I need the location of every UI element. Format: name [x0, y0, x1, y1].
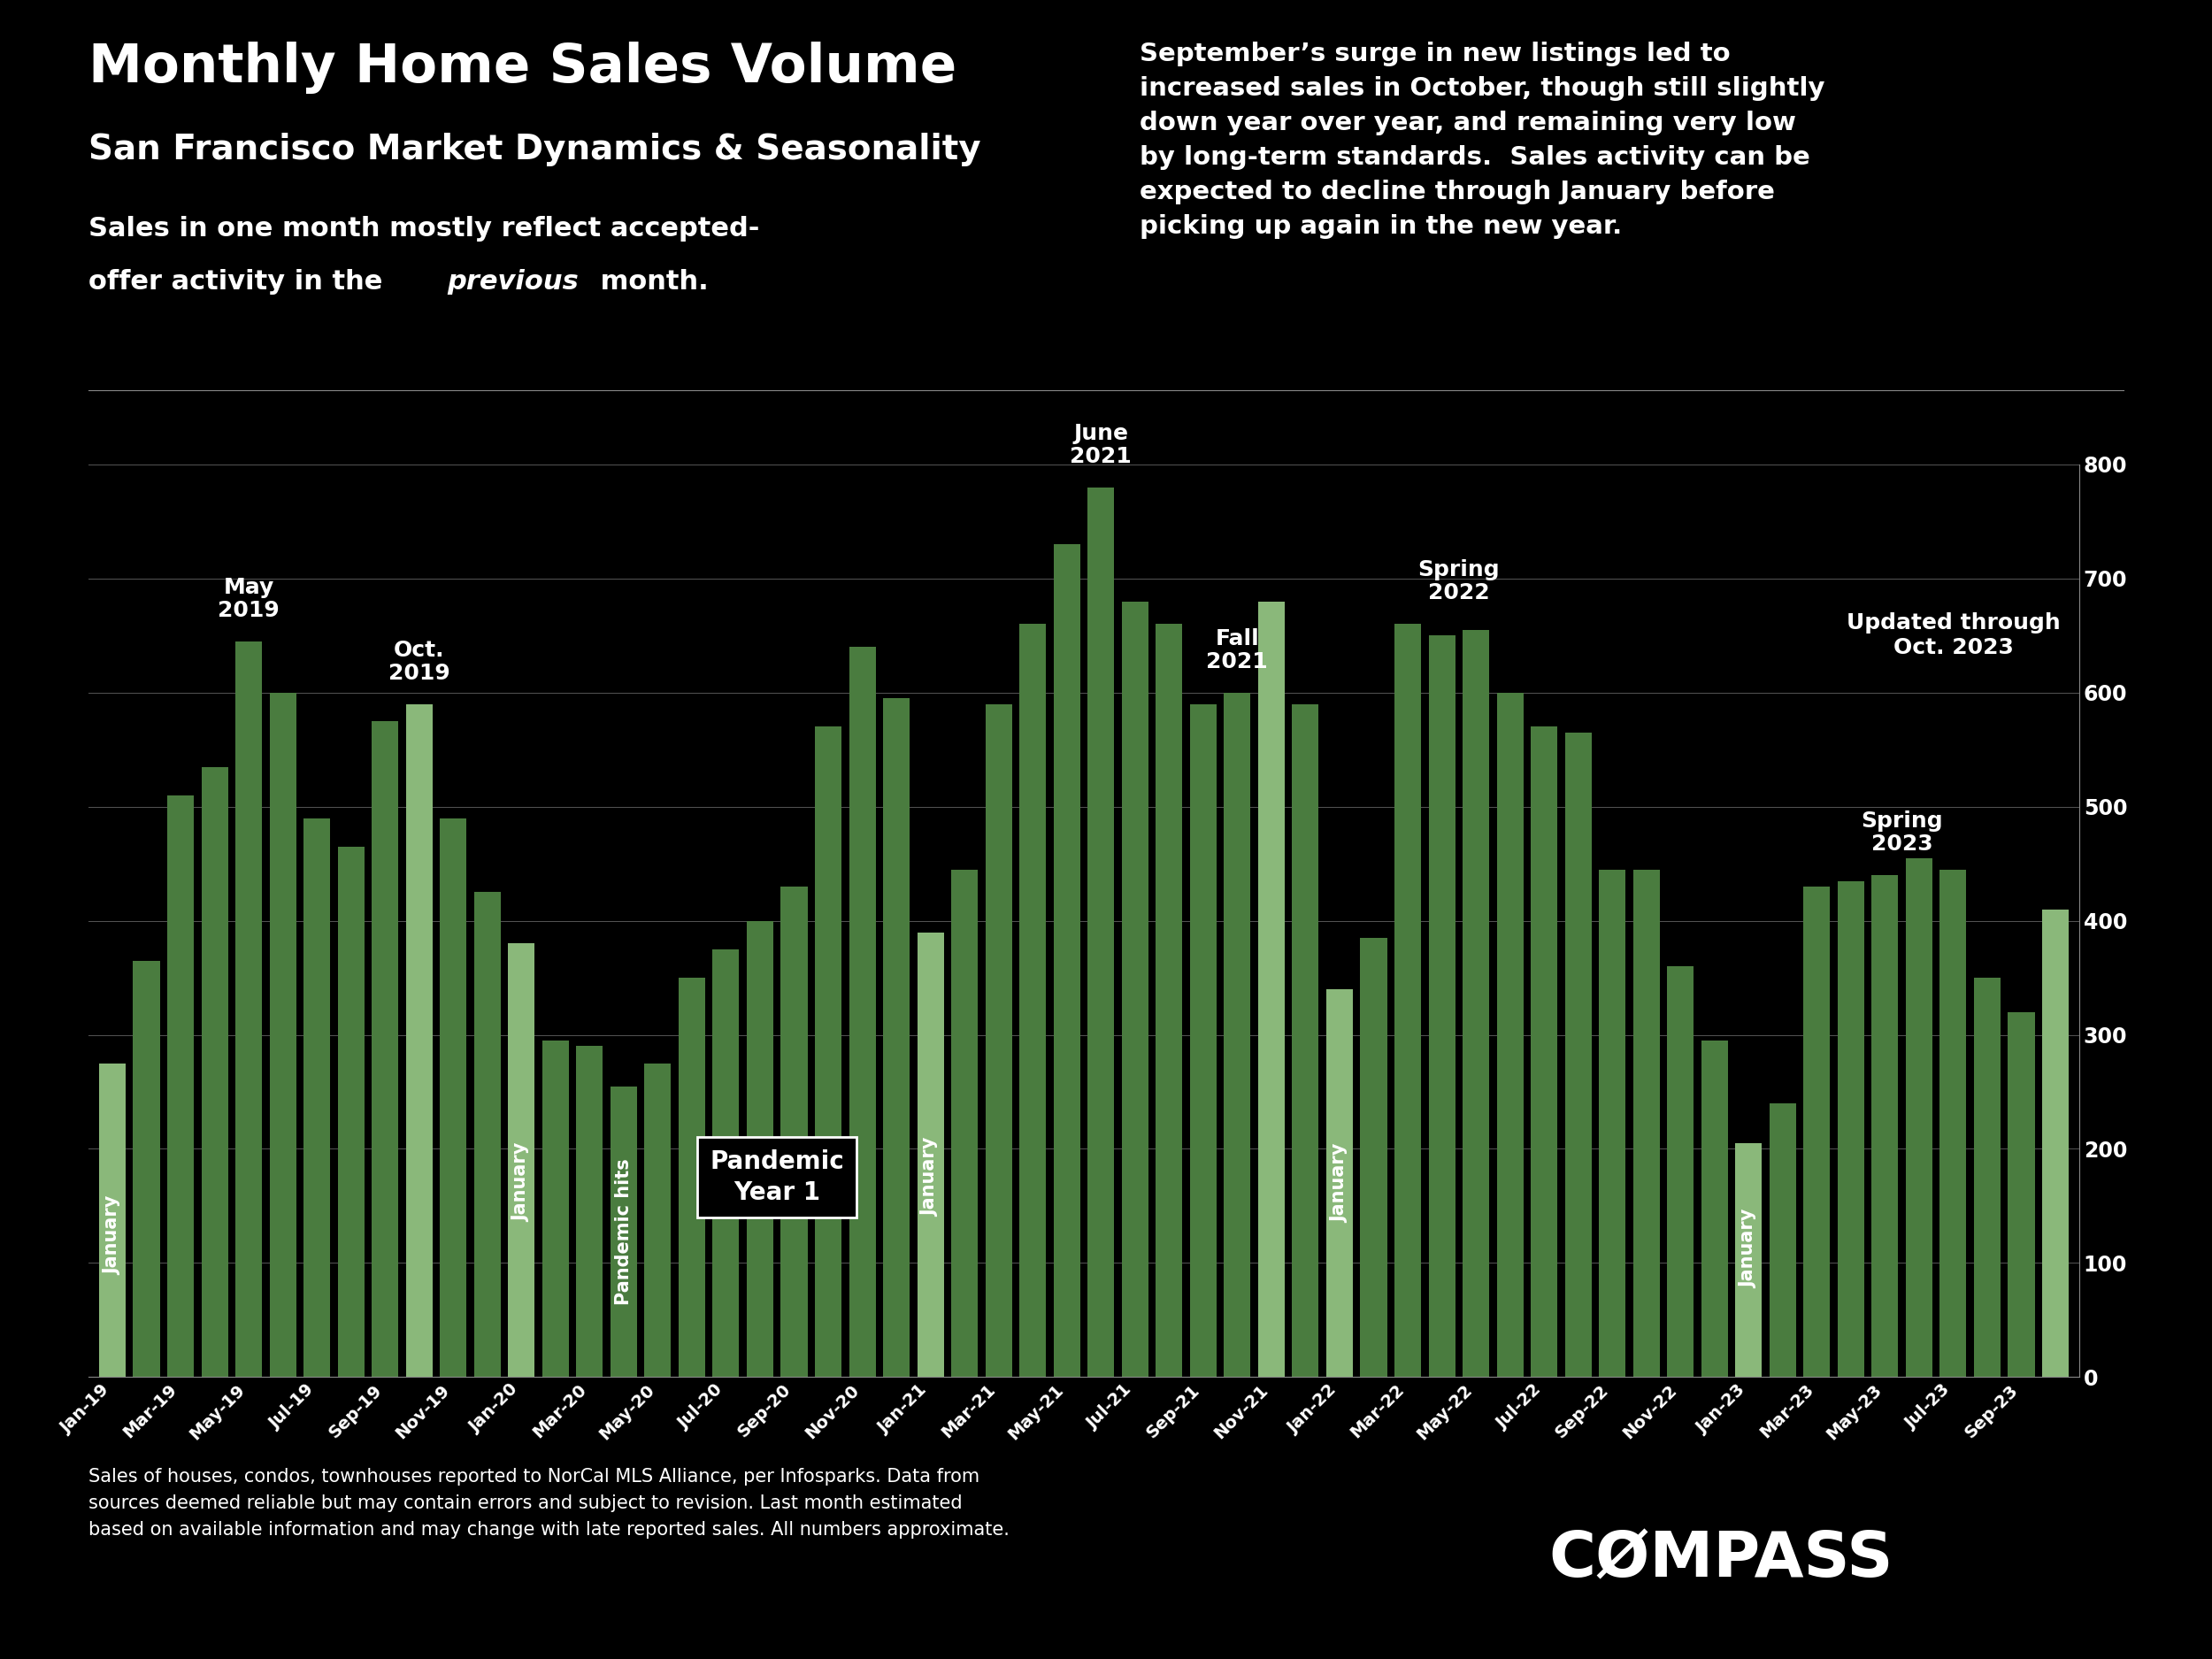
Text: Monthly Home Sales Volume: Monthly Home Sales Volume — [88, 41, 956, 93]
Bar — [1498, 693, 1524, 1377]
Text: previous: previous — [447, 269, 580, 294]
Bar — [133, 961, 159, 1377]
Text: September’s surge in new listings led to
increased sales in October, though stil: September’s surge in new listings led to… — [1139, 41, 1825, 239]
Text: June
2021: June 2021 — [1071, 423, 1133, 466]
Text: January: January — [1332, 1143, 1349, 1223]
Bar — [1599, 869, 1626, 1377]
Text: Spring
2022: Spring 2022 — [1418, 559, 1500, 604]
Bar — [1632, 869, 1659, 1377]
Bar — [1360, 937, 1387, 1377]
Text: January: January — [1741, 1209, 1759, 1287]
Bar — [168, 795, 195, 1377]
Bar — [542, 1040, 568, 1377]
Bar — [1770, 1103, 1796, 1377]
Text: Fall
2021: Fall 2021 — [1206, 629, 1267, 672]
Text: CØMPASS: CØMPASS — [1548, 1530, 1893, 1589]
Bar — [201, 766, 228, 1377]
Bar — [1394, 624, 1420, 1377]
Bar — [2008, 1012, 2035, 1377]
Bar — [1803, 886, 1829, 1377]
Bar — [509, 944, 535, 1377]
Bar — [918, 932, 945, 1377]
Text: Updated through
Oct. 2023: Updated through Oct. 2023 — [1847, 612, 2059, 659]
Bar — [679, 977, 706, 1377]
Bar — [303, 818, 330, 1377]
Text: Pandemic
Year 1: Pandemic Year 1 — [710, 1150, 845, 1204]
Text: January: January — [104, 1196, 122, 1276]
Bar — [814, 727, 841, 1377]
Bar — [1564, 733, 1590, 1377]
Bar — [644, 1063, 670, 1377]
Bar — [1190, 703, 1217, 1377]
Bar — [1907, 858, 1933, 1377]
Text: Sales of houses, condos, townhouses reported to NorCal MLS Alliance, per Infospa: Sales of houses, condos, townhouses repo… — [88, 1468, 1009, 1538]
Bar — [1531, 727, 1557, 1377]
Bar — [984, 703, 1011, 1377]
Bar — [270, 693, 296, 1377]
Text: San Francisco Market Dynamics & Seasonality: San Francisco Market Dynamics & Seasonal… — [88, 133, 980, 166]
Bar — [1429, 635, 1455, 1377]
Bar — [883, 698, 909, 1377]
Bar — [372, 722, 398, 1377]
Bar — [473, 893, 500, 1377]
Bar — [1736, 1143, 1763, 1377]
Bar — [1871, 874, 1898, 1377]
Bar — [1327, 989, 1354, 1377]
Bar — [577, 1047, 604, 1377]
Bar — [440, 818, 467, 1377]
Bar — [849, 647, 876, 1377]
Bar — [1020, 624, 1046, 1377]
Bar — [234, 642, 261, 1377]
Bar — [1838, 881, 1865, 1377]
Bar — [1121, 601, 1148, 1377]
Bar — [1462, 630, 1489, 1377]
Bar — [1053, 544, 1079, 1377]
Bar — [1940, 869, 1966, 1377]
Bar — [405, 703, 431, 1377]
Bar — [1088, 488, 1115, 1377]
Text: offer activity in the: offer activity in the — [88, 269, 392, 294]
Bar — [712, 949, 739, 1377]
Text: Spring
2023: Spring 2023 — [1860, 811, 1942, 854]
Bar — [1292, 703, 1318, 1377]
Text: Oct.
2019: Oct. 2019 — [389, 639, 449, 684]
Bar — [611, 1087, 637, 1377]
Bar — [781, 886, 807, 1377]
Bar — [1668, 966, 1694, 1377]
Text: January: January — [513, 1143, 531, 1221]
Bar — [951, 869, 978, 1377]
Bar — [100, 1063, 126, 1377]
Bar — [1701, 1040, 1728, 1377]
Bar — [338, 846, 365, 1377]
Text: Pandemic hits: Pandemic hits — [615, 1158, 633, 1306]
Text: May
2019: May 2019 — [217, 577, 279, 620]
Bar — [1157, 624, 1183, 1377]
Bar — [1973, 977, 2000, 1377]
Bar — [2042, 909, 2068, 1377]
Bar — [1223, 693, 1250, 1377]
Bar — [748, 921, 774, 1377]
Bar — [1259, 601, 1285, 1377]
Text: January: January — [922, 1138, 940, 1216]
Text: Sales in one month mostly reflect accepted-: Sales in one month mostly reflect accept… — [88, 216, 759, 241]
Text: month.: month. — [591, 269, 708, 294]
